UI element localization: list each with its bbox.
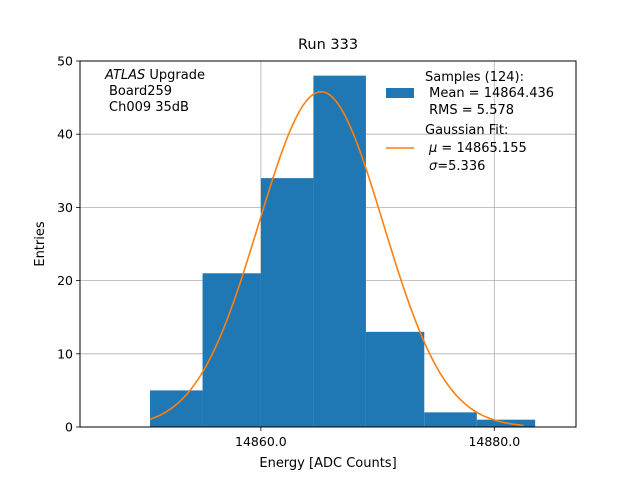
sigma-value: =5.336 [437,159,485,174]
fit-curve [149,90,524,427]
histogram-bar [260,178,314,427]
y-tick-label: 0 [65,420,73,435]
gaussian-fit [149,90,524,427]
annotation-board: Board259 [109,84,172,99]
y-tick-label: 50 [57,54,73,69]
histogram-bars [150,75,536,427]
annotation-channel: Ch009 35dB [109,100,189,115]
legend-swatch-samples [386,88,414,98]
histogram-bar [313,75,366,427]
y-axis-ticks: 0 10 20 30 40 50 [57,54,80,435]
histogram-bar [365,331,425,427]
upgrade-label: Upgrade [145,68,205,83]
histogram-bar [150,390,203,427]
mu-value: = 14865.155 [437,141,526,156]
legend-fit-sigma: σ=5.336 [429,159,485,174]
x-tick-label: 14860.0 [235,434,287,449]
mu-symbol: μ [428,141,437,156]
y-tick-label: 30 [57,200,73,215]
histogram-bar [424,412,477,427]
legend-samples-line-3: RMS = 5.578 [425,103,514,118]
chart-title: Run 333 [298,37,358,53]
y-tick-label: 40 [57,127,73,142]
legend-samples-line-2: Mean = 14864.436 [425,86,554,101]
legend-fit-mu: μ = 14865.155 [428,141,527,156]
x-axis-ticks: 14860.0 14880.0 [235,427,520,449]
annotation-line-1: ATLAS Upgrade [104,68,205,83]
atlas-label: ATLAS [104,68,145,83]
y-tick-label: 10 [57,346,73,361]
y-axis-label: Entries [33,221,48,267]
legend: Samples (124): Mean = 14864.436 RMS = 5.… [386,70,554,174]
plot-area-frame [79,60,577,428]
x-axis-label: Energy [ADC Counts] [259,456,396,471]
sigma-symbol: σ [429,159,438,174]
legend-samples-line-1: Samples (124): [425,70,524,85]
legend-fit-line-1: Gaussian Fit: [425,123,508,138]
histogram-bar [202,273,261,427]
x-tick-label: 14880.0 [468,434,520,449]
y-tick-label: 20 [57,273,73,288]
